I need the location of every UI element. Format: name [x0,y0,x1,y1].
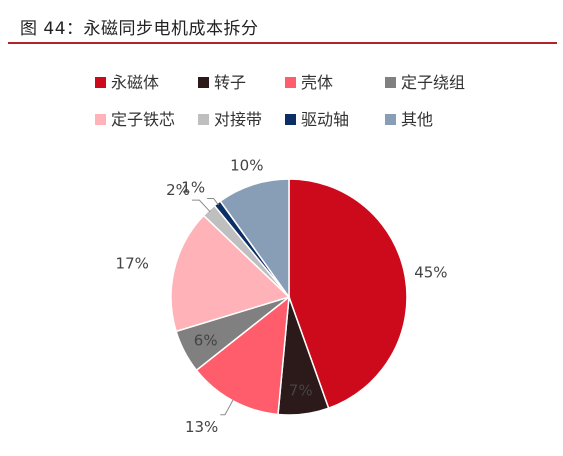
legend-swatch [385,77,396,88]
data-labels: 45% 7% 13% 6% 17% 2%1% 10% [116,157,448,436]
legend-label: 壳体 [301,73,333,92]
leader-line [191,199,211,213]
legend-swatch [198,77,209,88]
legend-label: 对接带 [214,110,262,129]
legend-item: 对接带 [198,110,262,129]
legend-label: 定子绕组 [401,73,465,92]
data-label: 17% [116,255,149,273]
legend-swatch [198,114,209,125]
legend-swatch [285,114,296,125]
pie-slices [170,178,408,416]
legend-item: 定子绕组 [385,73,465,92]
legend-swatch [385,114,396,125]
legend-label: 定子铁芯 [111,110,175,129]
pie-slice [219,178,290,300]
legend-swatch [95,114,106,125]
data-label: 10% [230,157,263,175]
legend-label: 其他 [401,110,433,129]
leader-line [207,198,219,206]
legend-item: 永磁体 [95,73,159,92]
pie-slice [288,178,408,410]
leader-line [220,398,235,416]
data-label: 13% [185,418,218,436]
data-label: 45% [414,264,447,282]
data-label: 1% [181,178,205,196]
pie-slice [170,214,291,333]
legend-item: 转子 [198,73,246,92]
leader-lines [191,198,235,416]
legend-label: 转子 [214,73,246,92]
legend-swatch [95,77,106,88]
chart-title: 图 44：永磁同步电机成本拆分 [20,19,259,39]
data-label: 6% [194,332,218,350]
legend-label: 永磁体 [111,73,159,92]
legend-swatch [285,77,296,88]
data-label: 2% [166,181,190,199]
title-bar: 图 44：永磁同步电机成本拆分 [8,0,557,44]
legend-label: 驱动轴 [301,110,349,129]
legend-item: 驱动轴 [285,110,349,129]
legend-item: 定子铁芯 [95,110,175,129]
legend-item: 其他 [385,110,433,129]
legend-item: 壳体 [285,73,333,92]
data-label: 7% [289,381,313,399]
